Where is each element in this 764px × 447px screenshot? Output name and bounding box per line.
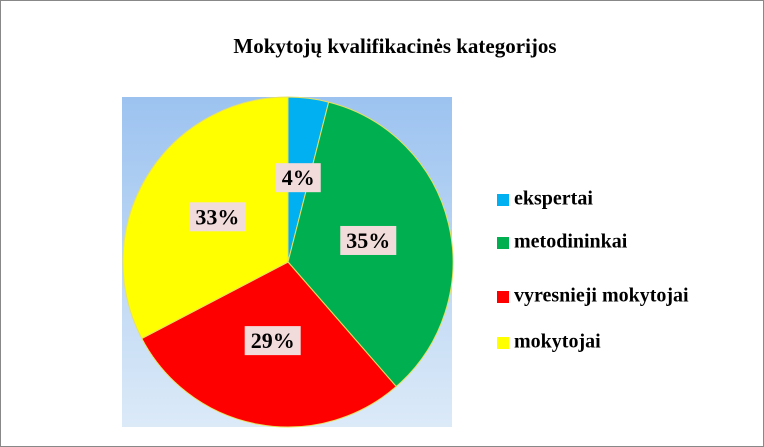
data-label: 33%: [195, 204, 239, 229]
legend-swatch: [497, 237, 509, 249]
data-label-background: [340, 225, 397, 255]
legend-swatch: [497, 337, 509, 349]
legend-label: mokytojai: [514, 331, 601, 353]
legend-label: vyresnieji mokytojai: [514, 285, 689, 307]
chart-title: Mokytojų kvalifikacinės kategorijos: [233, 34, 556, 58]
legend-swatch: [497, 194, 509, 206]
legend-label: metodininkai: [514, 231, 628, 253]
data-label: 4%: [282, 165, 315, 190]
data-label: 35%: [346, 228, 390, 253]
legend-swatch: [497, 291, 509, 303]
data-label-background: [244, 326, 301, 356]
data-label-background: [275, 163, 321, 193]
data-label: 29%: [251, 328, 295, 353]
legend-label: ekspertai: [514, 188, 593, 210]
data-label-background: [189, 202, 246, 232]
